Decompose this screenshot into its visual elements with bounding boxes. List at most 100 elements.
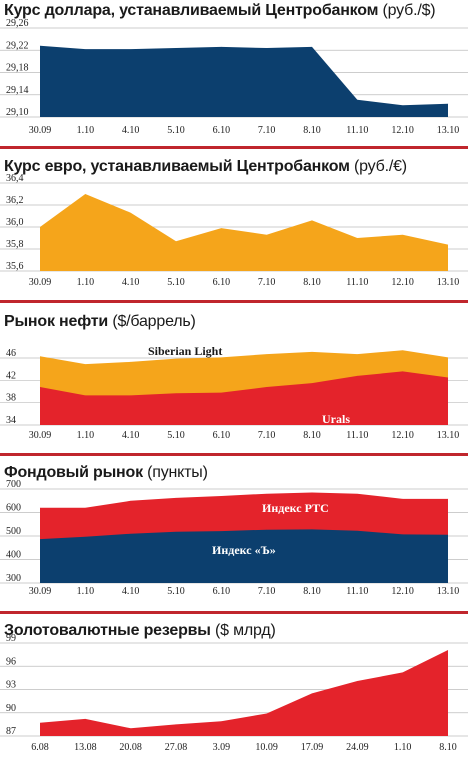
series-area <box>40 371 448 425</box>
usd-rate-title: Курс доллара, устанавливаемый Центробанк… <box>4 2 436 20</box>
x-tick-label: 27.08 <box>165 742 188 753</box>
y-tick-label: 36,2 <box>6 195 24 206</box>
reserves-chart: 87 90 93 96 99 6.08 13.08 20.08 27.08 3.09 10.09 17… <box>0 633 468 753</box>
x-tick-label: 5.10 <box>167 430 185 441</box>
y-tick-label: 500 <box>6 526 21 537</box>
x-tick-label: 8.10 <box>303 430 321 441</box>
oil-market-title: Рынок нефти ($/баррель) <box>4 313 196 331</box>
series-area <box>40 650 448 736</box>
x-tick-label: 7.10 <box>258 125 276 136</box>
y-tick-label: 35,6 <box>6 261 24 272</box>
x-tick-label: 4.10 <box>122 277 140 288</box>
stock-market-panel: Фондовый рынок (пункты) 300 400 500 600 700 3… <box>0 458 468 608</box>
x-tick-label: 13.10 <box>437 125 460 136</box>
y-tick-label: 400 <box>6 550 21 561</box>
x-tick-label: 5.10 <box>167 277 185 288</box>
x-tick-label: 4.10 <box>122 125 140 136</box>
x-tick-label: 11.10 <box>346 277 368 288</box>
y-tick-label: 90 <box>6 703 16 714</box>
x-tick-label: 12.10 <box>391 586 414 597</box>
x-tick-label: 5.10 <box>167 586 185 597</box>
series-area <box>40 45 448 117</box>
usd-rate-chart: 29,10 29,14 29,18 29,22 29,26 30.09 1.10 4.10 5.… <box>0 18 468 136</box>
x-tick-label: 8.10 <box>303 125 321 136</box>
x-tick-label: 20.08 <box>119 742 142 753</box>
y-tick-label: 99 <box>6 633 16 644</box>
oil-market-panel: Рынок нефти ($/баррель) 34 38 42 46 30.09 1.1… <box>0 305 468 455</box>
x-tick-label: 4.10 <box>122 586 140 597</box>
series-label: Индекс РТС <box>262 501 329 515</box>
y-tick-label: 36,0 <box>6 217 24 228</box>
x-tick-label: 6.10 <box>213 586 231 597</box>
stock-market-title-main: Фондовый рынок <box>4 464 143 481</box>
y-tick-label: 29,18 <box>6 63 29 74</box>
stock-market-chart: 300 400 500 600 700 30.09 1.10 4.10 5.10 6.10 7.10… <box>0 479 468 597</box>
x-tick-label: 3.09 <box>213 742 231 753</box>
eur-rate-title: Курс евро, устанавливаемый Центробанком … <box>4 158 407 176</box>
x-tick-label: 13.10 <box>437 430 460 441</box>
x-tick-label: 11.10 <box>346 125 368 136</box>
x-tick-label: 4.10 <box>122 430 140 441</box>
reserves-title: Золотовалютные резервы ($ млрд) <box>4 622 276 640</box>
x-tick-label: 11.10 <box>346 586 368 597</box>
eur-rate-chart: 35,6 35,8 36,0 36,2 36,4 30.09 1.10 4.10 5.10 6.1… <box>0 173 468 288</box>
series-area <box>40 194 448 271</box>
series-label: Индекс «Ъ» <box>212 543 276 557</box>
x-tick-label: 30.09 <box>29 125 52 136</box>
y-tick-label: 600 <box>6 503 21 514</box>
x-tick-label: 12.10 <box>391 125 414 136</box>
x-tick-label: 8.10 <box>439 742 457 753</box>
reserves-title-unit: ($ млрд) <box>215 622 276 639</box>
x-tick-label: 17.09 <box>301 742 324 753</box>
x-tick-label: 7.10 <box>258 277 276 288</box>
x-tick-label: 7.10 <box>258 586 276 597</box>
reserves-title-main: Золотовалютные резервы <box>4 622 211 639</box>
y-tick-label: 700 <box>6 479 21 490</box>
y-tick-label: 29,22 <box>6 40 29 51</box>
y-tick-label: 29,10 <box>6 107 29 118</box>
section-divider <box>0 146 468 149</box>
section-divider <box>0 300 468 303</box>
x-tick-label: 13.10 <box>437 277 460 288</box>
x-tick-label: 1.10 <box>77 586 95 597</box>
y-tick-label: 38 <box>6 393 16 404</box>
x-tick-label: 7.10 <box>258 430 276 441</box>
y-tick-label: 87 <box>6 726 16 737</box>
x-tick-label: 8.10 <box>303 586 321 597</box>
x-tick-label: 5.10 <box>167 125 185 136</box>
y-tick-label: 300 <box>6 573 21 584</box>
y-tick-label: 34 <box>6 415 16 426</box>
usd-rate-title-unit: (руб./$) <box>382 2 436 19</box>
section-divider <box>0 611 468 614</box>
reserves-panel: Золотовалютные резервы ($ млрд) 87 90 93 96… <box>0 616 468 757</box>
oil-market-title-unit: ($/баррель) <box>112 313 196 330</box>
x-tick-label: 11.10 <box>346 430 368 441</box>
eur-rate-title-unit: (руб./€) <box>353 158 407 175</box>
x-tick-label: 12.10 <box>391 277 414 288</box>
x-tick-label: 13.08 <box>74 742 97 753</box>
section-divider <box>0 453 468 456</box>
y-tick-label: 29,26 <box>6 18 29 29</box>
stock-market-title-unit: (пункты) <box>147 464 208 481</box>
x-tick-label: 6.10 <box>213 277 231 288</box>
x-tick-label: 1.10 <box>394 742 412 753</box>
x-tick-label: 30.09 <box>29 277 52 288</box>
oil-market-chart: 34 38 42 46 30.09 1.10 4.10 5.10 6.10 7.10 8.10 11.… <box>0 344 468 441</box>
y-tick-label: 35,8 <box>6 239 24 250</box>
y-tick-label: 29,14 <box>6 85 29 96</box>
stock-market-title: Фондовый рынок (пункты) <box>4 464 208 482</box>
series-label: Siberian Light <box>148 344 222 358</box>
x-tick-label: 12.10 <box>391 430 414 441</box>
y-tick-label: 46 <box>6 348 16 359</box>
x-tick-label: 1.10 <box>77 277 95 288</box>
eur-rate-title-main: Курс евро, устанавливаемый Центробанком <box>4 158 350 175</box>
y-tick-label: 93 <box>6 680 16 691</box>
series-area <box>40 529 448 583</box>
usd-rate-panel: Курс доллара, устанавливаемый Центробанк… <box>0 0 468 138</box>
x-tick-label: 1.10 <box>77 125 95 136</box>
y-tick-label: 42 <box>6 370 16 381</box>
x-tick-label: 30.09 <box>29 586 52 597</box>
x-tick-label: 6.08 <box>31 742 49 753</box>
x-tick-label: 24.09 <box>346 742 369 753</box>
x-tick-label: 1.10 <box>77 430 95 441</box>
